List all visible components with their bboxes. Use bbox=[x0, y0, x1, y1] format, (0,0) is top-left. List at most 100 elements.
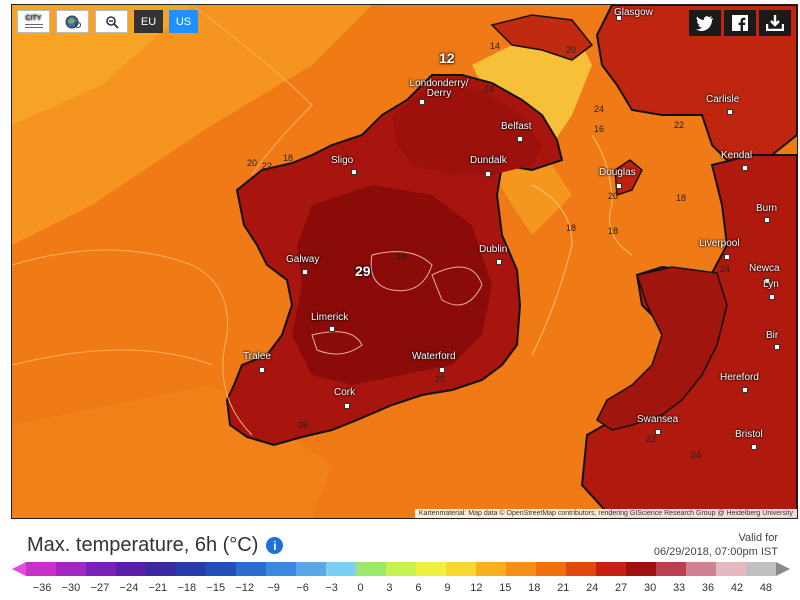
scale-swatch bbox=[506, 562, 537, 576]
city-marker bbox=[419, 99, 425, 105]
isoline-label: 14 bbox=[490, 41, 501, 51]
city-marker bbox=[517, 136, 523, 142]
city-label: CITY bbox=[25, 15, 42, 22]
scale-tick-label: −15 bbox=[206, 582, 226, 594]
scale-tick-label: 0 bbox=[357, 582, 364, 594]
scale-swatch bbox=[206, 562, 237, 576]
isoline-label: 18 bbox=[396, 252, 407, 262]
zoom-out-button[interactable] bbox=[95, 10, 128, 33]
scale-swatch bbox=[626, 562, 657, 576]
weather-map[interactable]: CITY EU US Glasgow Londonderry/ Derry Belf… bbox=[11, 4, 798, 519]
city-marker bbox=[329, 326, 335, 332]
city-label: Londonderry/ Derry bbox=[409, 78, 469, 99]
city-label: Swansea bbox=[637, 414, 679, 425]
scale-tick-label: 9 bbox=[444, 582, 451, 594]
scale-tick-label: −21 bbox=[148, 582, 168, 594]
city-label: Waterford bbox=[412, 351, 456, 362]
info-icon[interactable]: i bbox=[266, 537, 284, 554]
isoline-label: 20 bbox=[566, 45, 577, 55]
city-marker bbox=[344, 403, 350, 409]
facebook-share-button[interactable] bbox=[724, 10, 756, 36]
isoline-label: 18 bbox=[608, 226, 619, 236]
scale-swatch bbox=[476, 562, 507, 576]
city-marker bbox=[764, 217, 770, 223]
scale-swatch bbox=[416, 562, 447, 576]
share-controls bbox=[689, 10, 791, 36]
max-value-label: 29 bbox=[355, 263, 371, 279]
scale-swatch bbox=[356, 562, 387, 576]
city-marker bbox=[616, 15, 622, 21]
city-label: Dublin bbox=[479, 244, 508, 255]
city-label: Cork bbox=[334, 387, 356, 398]
scale-swatch bbox=[746, 562, 777, 576]
scale-swatch bbox=[86, 562, 117, 576]
city-label: Douglas bbox=[599, 167, 636, 178]
scale-tick-label: 12 bbox=[470, 582, 483, 594]
city-label: Kendal bbox=[721, 150, 753, 161]
ireland-core bbox=[292, 185, 492, 385]
twitter-share-button[interactable] bbox=[689, 10, 721, 36]
map-controls: CITY EU US bbox=[17, 10, 198, 33]
isoline-label: 24 bbox=[594, 104, 605, 114]
valid-label: Valid for bbox=[738, 532, 778, 544]
scale-swatch bbox=[296, 562, 327, 576]
scale-tick-label: −3 bbox=[325, 582, 338, 594]
city-label: Limerick bbox=[311, 312, 349, 323]
scale-tick-label: −24 bbox=[119, 582, 139, 594]
scale-tick-label: −36 bbox=[32, 582, 52, 594]
isoline-label: 16 bbox=[594, 124, 605, 134]
color-scale-labels: −36 −30 −27 −24 −21 −18 −15 −12 −9 −6 −3 0 3 6 9 12 15 18… bbox=[12, 582, 790, 598]
city-label: Liverpool bbox=[699, 238, 740, 249]
max-value-label: 12 bbox=[439, 50, 455, 66]
globe-icon bbox=[65, 15, 81, 28]
isoline-label: 22 bbox=[262, 161, 273, 171]
scale-tick-label: −18 bbox=[177, 582, 197, 594]
city-label: Glasgow bbox=[614, 7, 653, 18]
map-canvas bbox=[12, 5, 797, 518]
isoline-label: 22 bbox=[674, 120, 685, 130]
scale-tick-label: 18 bbox=[528, 582, 541, 594]
scale-tick-label: 15 bbox=[499, 582, 512, 594]
city-marker bbox=[439, 367, 445, 373]
scale-tick-label: 6 bbox=[415, 582, 422, 594]
isoline-label: 20 bbox=[435, 374, 446, 384]
city-marker bbox=[727, 109, 733, 115]
globe-button[interactable] bbox=[56, 10, 89, 33]
city-marker bbox=[724, 254, 730, 260]
city-label: Bir bbox=[766, 330, 779, 341]
isoline-label: 24 bbox=[720, 264, 731, 274]
us-button[interactable]: US bbox=[169, 10, 198, 33]
city-label: Carlisle bbox=[706, 94, 740, 105]
city-marker bbox=[496, 259, 502, 265]
valid-time: Valid for 06/29/2018, 07:00pm IST bbox=[654, 531, 778, 559]
scale-swatch bbox=[326, 562, 357, 576]
city-marker bbox=[774, 344, 780, 350]
city-label: Lyn bbox=[763, 279, 779, 290]
city-toggle-button[interactable]: CITY bbox=[17, 10, 50, 33]
scale-tick-label: 3 bbox=[386, 582, 393, 594]
scale-swatch bbox=[266, 562, 297, 576]
scale-tick-label: 42 bbox=[730, 582, 744, 594]
facebook-icon bbox=[732, 15, 748, 31]
scale-swatch bbox=[536, 562, 567, 576]
city-label: Newca bbox=[749, 263, 780, 274]
scale-tick-label: −6 bbox=[296, 582, 309, 594]
city-marker bbox=[751, 444, 757, 450]
scale-swatch bbox=[656, 562, 687, 576]
scale-tick-label: 33 bbox=[672, 582, 686, 594]
eu-button[interactable]: EU bbox=[134, 10, 163, 33]
isoline-label: 20 bbox=[247, 158, 258, 168]
northern-ireland bbox=[392, 85, 542, 175]
scale-swatch bbox=[56, 562, 87, 576]
page-title: Max. temperature, 6h (°C) bbox=[27, 534, 259, 556]
scale-swatch bbox=[566, 562, 597, 576]
city-label: Tralee bbox=[243, 351, 271, 362]
scale-tick-label: −9 bbox=[267, 582, 280, 594]
scale-swatch bbox=[716, 562, 747, 576]
scale-swatch bbox=[446, 562, 477, 576]
chart-title-row: Max. temperature, 6h (°C) i bbox=[27, 534, 284, 557]
city-label: Sligo bbox=[331, 155, 354, 166]
download-button[interactable] bbox=[759, 10, 791, 36]
scale-arrow-left bbox=[12, 562, 26, 576]
city-marker bbox=[616, 183, 622, 189]
